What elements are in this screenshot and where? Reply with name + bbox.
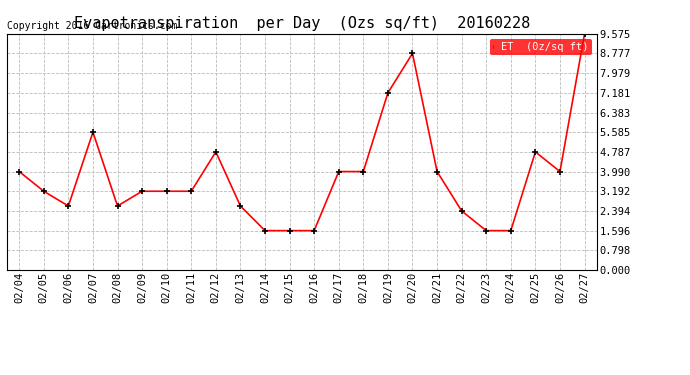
Legend: ET  (0z/sq ft): ET (0z/sq ft) (490, 39, 591, 55)
Text: Copyright 2016 Cartronics.com: Copyright 2016 Cartronics.com (7, 21, 177, 32)
Title: Evapotranspiration  per Day  (Ozs sq/ft)  20160228: Evapotranspiration per Day (Ozs sq/ft) 2… (74, 16, 530, 31)
